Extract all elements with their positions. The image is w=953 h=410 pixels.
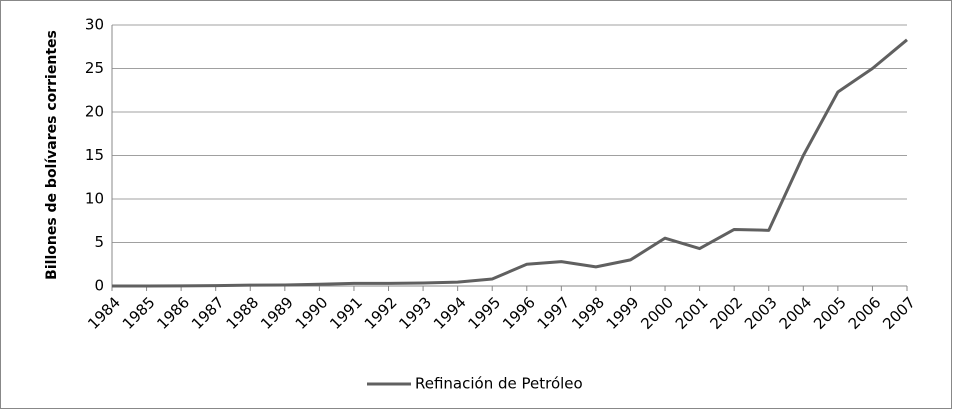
- y-tick-label: 15: [85, 146, 104, 164]
- y-tick-label: 20: [85, 103, 104, 121]
- data-line: [112, 38, 908, 288]
- y-tick-label: 5: [94, 233, 104, 251]
- y-tick-label: 10: [85, 190, 104, 208]
- y-axis-label: Billones de bolívares corrientes: [44, 30, 60, 280]
- legend-label: Refinación de Petróleo: [415, 375, 583, 393]
- y-tick-label: 0: [94, 277, 104, 295]
- y-tick-label: 30: [85, 16, 104, 34]
- y-tick-label: 25: [85, 59, 104, 77]
